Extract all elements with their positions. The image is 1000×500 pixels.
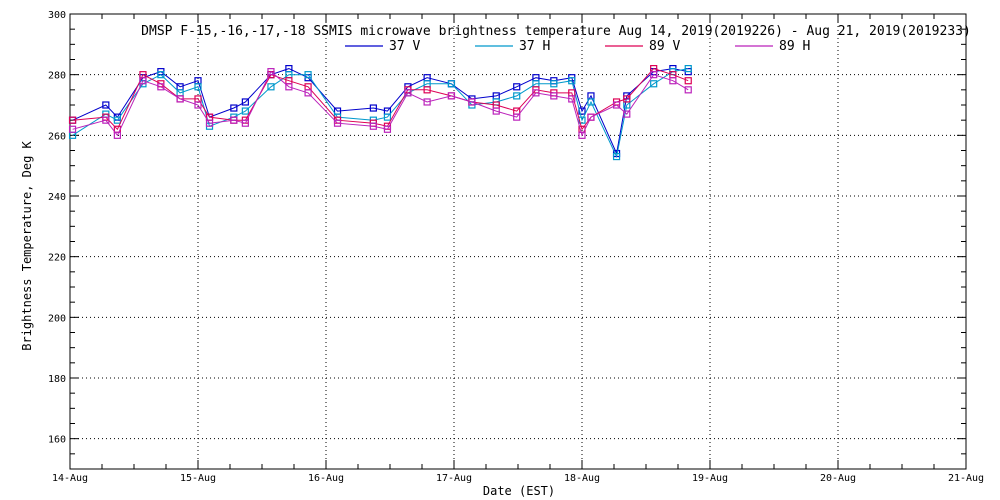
data-point bbox=[139, 77, 147, 85]
data-point bbox=[68, 116, 77, 124]
data-point bbox=[113, 131, 121, 139]
data-point bbox=[684, 64, 692, 73]
data-point bbox=[612, 101, 621, 109]
chart-title: DMSP F-15,-16,-17,-18 SSMIS microwave br… bbox=[141, 24, 971, 39]
data-point bbox=[568, 77, 576, 85]
x-tick-label: 18-Aug bbox=[564, 473, 600, 484]
data-point bbox=[369, 122, 377, 130]
x-tick-label: 20-Aug bbox=[820, 473, 856, 484]
data-point bbox=[68, 125, 77, 133]
legend: 37 V 37 H 89 V 89 H bbox=[345, 39, 810, 54]
data-point bbox=[568, 95, 576, 103]
legend-label: 89 H bbox=[779, 39, 810, 54]
y-tick-label: 180 bbox=[48, 374, 66, 385]
data-point bbox=[205, 119, 214, 127]
data-point bbox=[468, 98, 476, 106]
gridlines bbox=[70, 14, 966, 469]
data-point bbox=[612, 152, 621, 161]
data-point bbox=[684, 77, 692, 85]
data-point bbox=[157, 83, 165, 91]
y-tick-label: 240 bbox=[48, 192, 66, 203]
data-point bbox=[447, 80, 456, 88]
data-point bbox=[550, 92, 558, 100]
x-tick-label: 16-Aug bbox=[308, 473, 344, 484]
x-tick-label: 19-Aug bbox=[692, 473, 728, 484]
data-point bbox=[513, 83, 521, 91]
legend-label: 89 V bbox=[649, 39, 680, 54]
data-point bbox=[176, 95, 184, 103]
data-point bbox=[669, 77, 677, 85]
data-point bbox=[285, 83, 293, 91]
y-tick-label: 160 bbox=[48, 435, 66, 446]
data-point bbox=[241, 98, 249, 106]
data-point bbox=[623, 110, 631, 118]
data-point bbox=[194, 83, 202, 91]
x-tick-label: 14-Aug bbox=[52, 473, 88, 484]
y-tick-label: 260 bbox=[48, 131, 66, 142]
series-89-h bbox=[68, 68, 692, 139]
data-point bbox=[423, 86, 431, 94]
x-tick-label: 17-Aug bbox=[436, 473, 472, 484]
x-axis-label: Date (EST) bbox=[483, 484, 555, 498]
data-point bbox=[513, 113, 521, 121]
data-point bbox=[267, 83, 275, 91]
data-point bbox=[304, 71, 312, 79]
data-point bbox=[650, 80, 658, 88]
y-tick-label: 200 bbox=[48, 313, 66, 324]
data-point bbox=[492, 107, 500, 115]
data-point bbox=[304, 89, 312, 97]
data-point bbox=[578, 107, 586, 115]
data-point bbox=[241, 119, 249, 127]
data-point bbox=[194, 101, 202, 109]
data-point bbox=[383, 113, 392, 121]
data-point bbox=[267, 68, 275, 76]
data-point bbox=[383, 125, 392, 133]
tick-marks bbox=[69, 13, 967, 470]
data-point bbox=[513, 92, 521, 100]
tick-labels: 14-Aug 15-Aug 16-Aug 17-Aug 18-Aug 19-Aug 20-A… bbox=[48, 10, 984, 484]
data-point bbox=[550, 80, 558, 88]
data-point bbox=[102, 101, 110, 109]
legend-label: 37 V bbox=[389, 39, 420, 54]
data-point bbox=[157, 71, 165, 79]
data-point bbox=[423, 98, 431, 106]
data-point bbox=[650, 71, 658, 79]
data-point bbox=[241, 107, 249, 115]
data-point bbox=[333, 119, 342, 127]
legend-label: 37 H bbox=[519, 39, 550, 54]
data-point bbox=[102, 116, 110, 124]
y-tick-label: 280 bbox=[48, 71, 66, 82]
data-point bbox=[369, 104, 377, 112]
data-point bbox=[447, 92, 456, 100]
y-axis-label: Brightness Temperature, Deg K bbox=[20, 140, 34, 350]
data-point bbox=[230, 116, 238, 124]
x-tick-label: 21-Aug bbox=[948, 473, 984, 484]
data-point bbox=[578, 131, 586, 139]
data-point bbox=[404, 89, 412, 97]
data-point bbox=[684, 86, 692, 94]
data-point bbox=[230, 104, 238, 112]
y-tick-label: 300 bbox=[48, 10, 66, 21]
series-layer bbox=[68, 64, 692, 161]
data-point bbox=[623, 95, 631, 103]
x-tick-label: 15-Aug bbox=[180, 473, 216, 484]
data-point bbox=[532, 89, 540, 97]
data-point bbox=[587, 113, 595, 121]
y-tick-label: 220 bbox=[48, 253, 66, 264]
data-point bbox=[113, 116, 121, 124]
data-point bbox=[587, 98, 595, 106]
